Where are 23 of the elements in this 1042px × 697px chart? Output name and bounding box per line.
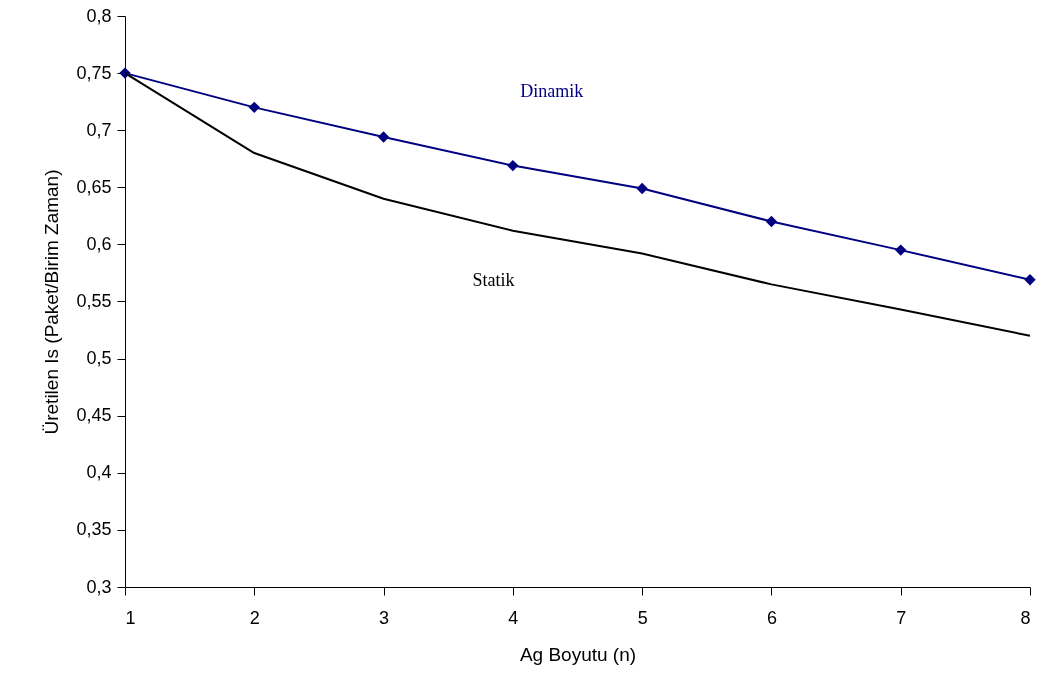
x-tick-label: 5 [637, 607, 648, 628]
y-tick-label: 0,5 [86, 348, 112, 369]
y-tick-label: 0,3 [86, 576, 112, 597]
y-tick-label: 0,55 [76, 291, 112, 311]
x-tick-label: 7 [896, 607, 907, 628]
text: Statik [472, 269, 515, 290]
y-tick-label: 0,65 [76, 176, 112, 197]
y-tick-label: 0,75 [76, 62, 112, 83]
x-tick-label: 6 [766, 607, 777, 628]
x-axis-title: Ag Boyutu (n) [519, 643, 637, 665]
y-axis-title: Üretilen Is (Paket/Birim Zaman) [41, 169, 63, 435]
x-tick-label: 4 [508, 607, 519, 628]
y-tick-label: 0,45 [76, 405, 112, 426]
y-tick-label: 0,6 [86, 233, 112, 254]
y-tick-label: 0,35 [76, 519, 112, 540]
y-tick-label: 0,8 [86, 5, 112, 26]
text: Dinamik [520, 81, 584, 102]
x-tick-label: 1 [125, 607, 136, 628]
x-tick-label: 8 [1020, 607, 1031, 628]
y-tick-label: 0,7 [86, 119, 112, 140]
x-tick-label: 2 [249, 607, 260, 628]
y-tick-label: 0,4 [86, 462, 112, 483]
x-tick-label: 3 [379, 607, 390, 628]
